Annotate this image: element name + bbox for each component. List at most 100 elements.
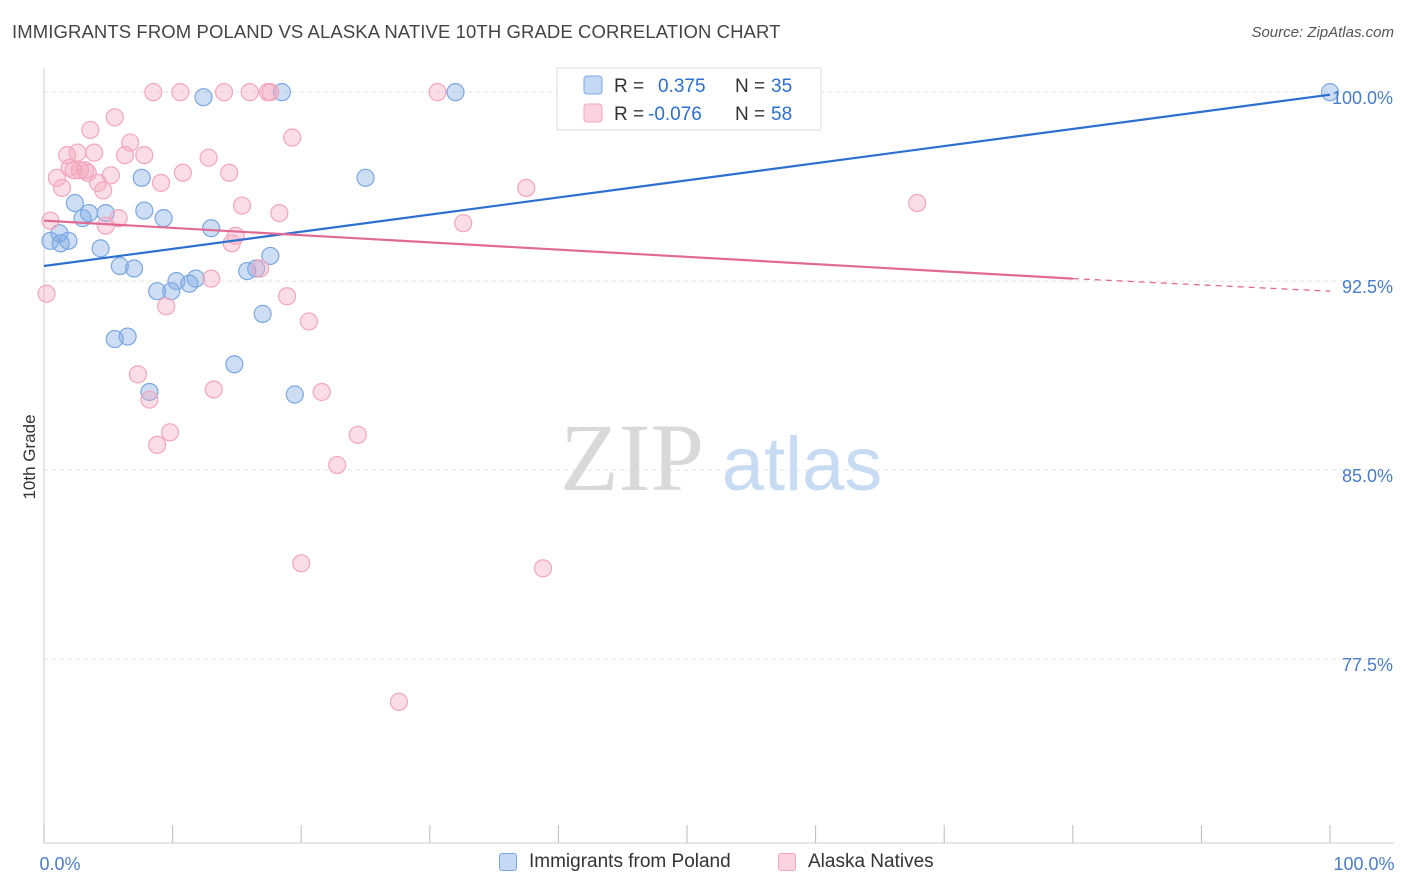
- stats-n-value-alaska: 58: [771, 104, 792, 125]
- poland-point-3: [59, 231, 78, 250]
- poland-point-28: [261, 246, 280, 266]
- alaska-point-24: [144, 83, 163, 102]
- legend-item-alaska[interactable]: Alaska Natives: [778, 851, 934, 873]
- stats-legend: R = 0.375 N = 35 R = -0.076 N = 58: [556, 67, 822, 131]
- alaska-point-11: [81, 120, 100, 140]
- stats-n-label-alaska: N =: [735, 104, 765, 125]
- alaska-point-7: [68, 143, 87, 162]
- y-tick-label-1: 92.5%: [1342, 277, 1393, 297]
- alaska-point-18: [109, 209, 128, 228]
- poland-point-13: [132, 168, 151, 187]
- stats-r-value-poland: 0.375: [658, 76, 706, 97]
- alaska-point-22: [135, 146, 154, 165]
- legend-item-poland[interactable]: Immigrants from Poland: [499, 851, 731, 873]
- alaska-point-17: [105, 108, 124, 127]
- alaska-point-42: [261, 83, 280, 102]
- alaska-point-2: [47, 168, 66, 187]
- chart-source: Source: ZipAtlas.com: [1251, 24, 1394, 41]
- poland-point-26: [247, 259, 266, 278]
- alaska-point-3: [52, 178, 72, 198]
- y-tick-labels: 100.0% 92.5% 85.0% 77.5%: [1332, 88, 1393, 675]
- alaska-point-43: [270, 203, 289, 223]
- poland-point-30: [285, 385, 304, 404]
- grid-lines: [44, 91, 1394, 660]
- alaska-trend-extension: [1072, 277, 1331, 292]
- poland-point-12: [124, 259, 144, 278]
- alaska-point-14: [94, 181, 113, 200]
- alaska-point-38: [232, 196, 252, 215]
- alaska-point-23: [140, 390, 159, 409]
- trend-lines: [43, 93, 1331, 292]
- alaska-point-49: [328, 455, 347, 475]
- alaska-point-21: [128, 365, 147, 384]
- poland-point-24: [225, 355, 244, 374]
- poland-point-22: [194, 88, 213, 107]
- alaska-point-35: [220, 163, 239, 182]
- alaska-point-34: [214, 83, 234, 102]
- y-tick-label-0: 100.0%: [1332, 88, 1393, 108]
- x-tick-label-end: 100.0%: [1333, 854, 1394, 874]
- alaska-point-32: [202, 269, 221, 288]
- alaska-point-33: [204, 380, 223, 399]
- poland-point-32: [446, 83, 465, 102]
- poland-point-10: [110, 256, 129, 276]
- legend-swatch-poland: [499, 853, 517, 871]
- alaska-point-53: [454, 214, 473, 233]
- alaska-point-44: [277, 287, 297, 306]
- stats-swatch-poland: [583, 75, 603, 95]
- y-tick-label-2: 85.0%: [1342, 466, 1393, 486]
- stats-n-label-poland: N =: [735, 76, 765, 97]
- alaska-point-28: [160, 423, 180, 442]
- alaska-point-20: [121, 133, 140, 152]
- legend-label-poland: Immigrants from Poland: [529, 851, 731, 872]
- alaska-point-57: [908, 193, 927, 213]
- poland-point-14: [135, 201, 154, 220]
- poland-point-15: [140, 382, 159, 402]
- stats-r-label-alaska: R =: [614, 104, 644, 125]
- poland-point-34: [1320, 83, 1340, 102]
- stats-r-label-poland: R =: [614, 76, 644, 97]
- legend-swatch-alaska: [778, 853, 796, 871]
- x-tick-label-start: 0.0%: [39, 854, 80, 874]
- alaska-point-30: [173, 163, 192, 182]
- alaska-point-46: [292, 554, 311, 573]
- poland-point-6: [79, 203, 99, 223]
- alaska-point-47: [299, 312, 319, 331]
- watermark-zip: ZIP: [560, 404, 704, 511]
- alaska-trend-line: [43, 219, 1073, 280]
- alaska-point-9: [76, 161, 95, 180]
- series-alaska-points: [37, 83, 927, 712]
- alaska-point-16: [101, 166, 120, 185]
- stats-r-value-alaska: -0.076: [648, 104, 702, 125]
- alaska-point-45: [283, 128, 302, 147]
- alaska-point-51: [389, 692, 409, 712]
- alaska-point-31: [199, 148, 218, 167]
- y-axis-label: 10th Grade: [20, 414, 39, 499]
- alaska-point-29: [171, 83, 190, 102]
- alaska-point-55: [533, 559, 553, 578]
- poland-point-4: [65, 193, 84, 213]
- alaska-point-39: [240, 83, 259, 102]
- stats-swatch-alaska: [583, 103, 603, 123]
- poland-point-27: [253, 304, 272, 323]
- alaska-point-27: [157, 297, 176, 316]
- poland-point-31: [356, 168, 375, 187]
- poland-trend-line: [43, 93, 1331, 268]
- axes: [43, 68, 1394, 844]
- watermark-atlas: atlas: [722, 422, 883, 507]
- alaska-point-40: [250, 259, 270, 278]
- alaska-point-48: [312, 382, 331, 402]
- alaska-point-26: [151, 173, 171, 192]
- alaska-point-12: [85, 143, 104, 162]
- alaska-point-50: [348, 425, 367, 444]
- poland-point-16: [148, 282, 167, 301]
- poland-point-11: [118, 327, 137, 346]
- poland-point-23: [202, 219, 221, 238]
- alaska-point-25: [148, 435, 167, 455]
- watermark: ZIP atlas: [560, 404, 882, 511]
- stats-n-value-poland: 35: [771, 76, 792, 97]
- alaska-point-52: [428, 83, 447, 102]
- poland-point-21: [186, 269, 205, 288]
- alaska-point-0: [37, 284, 56, 303]
